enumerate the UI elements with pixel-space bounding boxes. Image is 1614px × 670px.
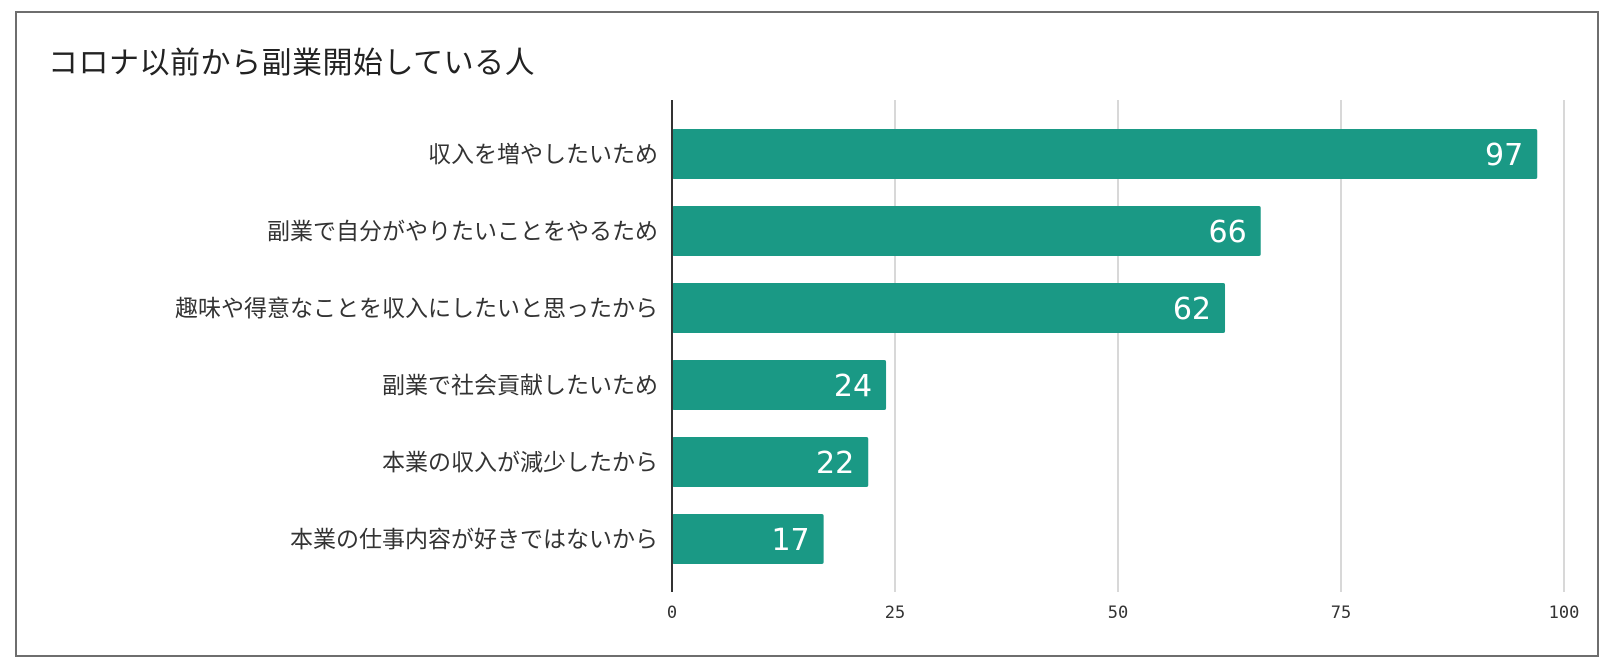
data-label: 24 xyxy=(834,369,872,404)
category-label: 副業で自分がやりたいことをやるため xyxy=(267,219,658,245)
category-label: 趣味や得意なことを収入にしたいと思ったから xyxy=(175,296,658,322)
bar xyxy=(672,206,1261,256)
bar xyxy=(672,514,824,564)
data-label: 66 xyxy=(1209,215,1247,250)
x-tick-label: 50 xyxy=(1108,603,1128,623)
bar xyxy=(672,437,869,487)
bar xyxy=(672,129,1538,179)
x-tick-label: 0 xyxy=(667,603,677,623)
data-label: 22 xyxy=(816,446,854,481)
category-label: 本業の仕事内容が好きではないから xyxy=(290,527,658,553)
gridlines xyxy=(894,100,1565,592)
category-label: 収入を増やしたいため xyxy=(428,142,658,168)
bar xyxy=(672,360,887,410)
chart-title: コロナ以前から副業開始している人 xyxy=(48,46,536,81)
bars xyxy=(672,129,1538,564)
bar xyxy=(672,283,1226,333)
labels: 0 25 50 75 100 97 収入を増やしたいため 66 副業で自分がやりたいことをやるた… xyxy=(175,138,1579,623)
data-label: 17 xyxy=(771,523,809,558)
category-label: 副業で社会貢献したいため xyxy=(382,373,658,399)
x-tick-label: 25 xyxy=(885,603,905,623)
x-tick-label: 100 xyxy=(1549,603,1580,623)
data-label: 62 xyxy=(1173,292,1211,327)
category-label: 本業の収入が減少したから xyxy=(382,450,658,476)
x-tick-label: 75 xyxy=(1331,603,1351,623)
data-label: 97 xyxy=(1485,138,1523,173)
